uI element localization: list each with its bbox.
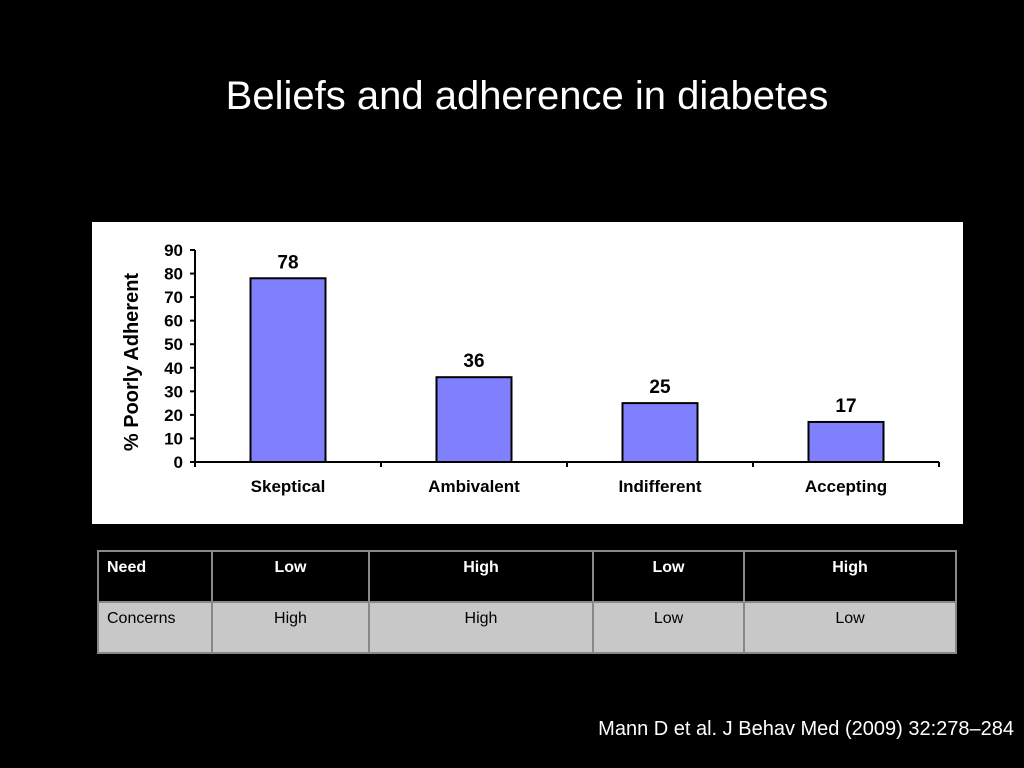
x-tick-label-skeptical: Skeptical — [251, 477, 326, 496]
row-label-need: Need — [97, 550, 213, 603]
cell-concerns-accepting: Low — [743, 601, 957, 654]
cell-concerns-ambivalent: High — [368, 601, 594, 654]
bar-skeptical — [249, 277, 327, 464]
y-tick-label: 90 — [164, 241, 183, 260]
slide-title: Beliefs and adherence in diabetes — [225, 74, 829, 118]
cell-concerns-skeptical: High — [211, 601, 370, 654]
table-row-concerns: Concerns High High Low Low — [97, 601, 957, 654]
cell-need-accepting: High — [743, 550, 957, 603]
beliefs-table: Need Low High Low High Concerns High Hig… — [97, 550, 957, 654]
cell-need-ambivalent: High — [368, 550, 594, 603]
data-label-accepting: 17 — [835, 396, 856, 417]
y-tick-label: 60 — [164, 312, 183, 331]
y-tick-label: 50 — [164, 335, 183, 354]
y-tick-label: 70 — [164, 288, 183, 307]
data-label-skeptical: 78 — [277, 252, 298, 273]
data-label-ambivalent: 36 — [463, 351, 484, 372]
bar-chart-svg: % Poorly Adherent 0 10 20 30 40 50 60 70 80 90 78 S… — [121, 241, 940, 496]
table-row-need: Need Low High Low High — [97, 550, 957, 603]
cell-concerns-indifferent: Low — [592, 601, 745, 654]
y-tick-label: 40 — [164, 359, 183, 378]
x-tick-label-indifferent: Indifferent — [618, 477, 701, 496]
y-tick-label: 10 — [164, 429, 183, 448]
x-tick-label-accepting: Accepting — [805, 477, 887, 496]
cell-need-skeptical: Low — [211, 550, 370, 603]
bar-accepting — [807, 420, 885, 463]
bar-ambivalent — [435, 376, 513, 463]
y-tick-label: 0 — [174, 453, 183, 472]
bar-chart: % Poorly Adherent 0 10 20 30 40 50 60 70 80 90 78 S… — [92, 222, 963, 524]
cell-need-indifferent: Low — [592, 550, 745, 603]
y-tick-label: 80 — [164, 265, 183, 284]
data-label-indifferent: 25 — [649, 377, 671, 398]
citation: Mann D et al. J Behav Med (2009) 32:278–… — [598, 718, 1014, 740]
x-tick-label-ambivalent: Ambivalent — [428, 477, 520, 496]
y-tick-label: 30 — [164, 382, 183, 401]
y-axis-label: % Poorly Adherent — [121, 273, 143, 452]
y-tick-label: 20 — [164, 406, 183, 425]
row-label-concerns: Concerns — [97, 601, 213, 654]
bar-indifferent — [621, 402, 699, 464]
